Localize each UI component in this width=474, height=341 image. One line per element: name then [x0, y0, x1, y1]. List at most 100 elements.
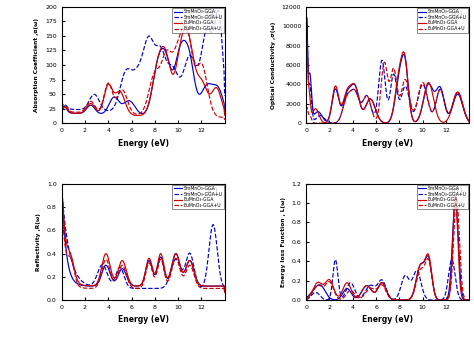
EuMnO₃-GGA	[389, 112, 395, 116]
EuMnO₃-GGA+U	[464, 116, 470, 120]
EuMnO₃-GGA+U	[99, 271, 104, 275]
EuMnO₃-GGA+U	[134, 112, 140, 116]
EuMnO₃-GGA	[360, 107, 365, 111]
EuMnO₃-GGA	[219, 101, 225, 105]
SmMnO₃-GGA	[466, 298, 472, 302]
EuMnO₃-GGA+U	[222, 118, 228, 122]
EuMnO₃-GGA	[303, 297, 309, 301]
EuMnO₃-GGA	[134, 114, 140, 118]
SmMnO₃-GGA+U	[98, 103, 104, 107]
EuMnO₃-GGA	[191, 59, 197, 63]
SmMnO₃-GGA+U	[145, 286, 150, 291]
EuMnO₃-GGA	[134, 284, 140, 288]
Line: SmMnO₃-GGA: SmMnO₃-GGA	[62, 193, 225, 292]
SmMnO₃-GGA+U	[436, 298, 441, 302]
EuMnO₃-GGA+U	[115, 272, 121, 277]
EuMnO₃-GGA+U	[219, 286, 225, 291]
SmMnO₃-GGA+U	[222, 94, 228, 98]
SmMnO₃-GGA	[303, 68, 309, 72]
Text: (d): (d)	[450, 187, 463, 196]
X-axis label: Energy (eV): Energy (eV)	[118, 138, 169, 148]
Y-axis label: Optical Conductivity ,σ(ω): Optical Conductivity ,σ(ω)	[271, 21, 276, 109]
SmMnO₃-GGA	[304, 15, 310, 19]
EuMnO₃-GGA	[115, 90, 121, 94]
SmMnO₃-GGA	[343, 287, 348, 291]
EuMnO₃-GGA+U	[379, 78, 384, 82]
Y-axis label: Energy loss Function , L(ω): Energy loss Function , L(ω)	[281, 197, 286, 287]
SmMnO₃-GGA	[436, 85, 442, 89]
EuMnO₃-GGA	[453, 194, 458, 198]
SmMnO₃-GGA	[59, 114, 64, 118]
SmMnO₃-GGA+U	[449, 257, 455, 262]
EuMnO₃-GGA+U	[145, 264, 150, 268]
SmMnO₃-GGA+U	[389, 297, 394, 301]
EuMnO₃-GGA	[59, 115, 64, 119]
SmMnO₃-GGA	[134, 284, 140, 288]
EuMnO₃-GGA+U	[436, 89, 442, 93]
EuMnO₃-GGA	[182, 27, 188, 31]
SmMnO₃-GGA+U	[303, 71, 309, 75]
Line: SmMnO₃-GGA: SmMnO₃-GGA	[62, 40, 225, 116]
SmMnO₃-GGA+U	[389, 77, 395, 81]
EuMnO₃-GGA	[145, 260, 150, 264]
EuMnO₃-GGA+U	[303, 114, 309, 118]
EuMnO₃-GGA	[436, 298, 441, 302]
SmMnO₃-GGA	[389, 113, 395, 117]
SmMnO₃-GGA+U	[134, 286, 140, 291]
X-axis label: Energy (eV): Energy (eV)	[118, 315, 169, 325]
SmMnO₃-GGA+U	[219, 281, 225, 285]
EuMnO₃-GGA	[464, 116, 470, 120]
SmMnO₃-GGA+U	[134, 65, 140, 69]
EuMnO₃-GGA+U	[436, 298, 441, 302]
EuMnO₃-GGA+U	[466, 298, 472, 302]
Line: SmMnO₃-GGA+U: SmMnO₃-GGA+U	[62, 196, 225, 292]
SmMnO₃-GGA+U	[343, 95, 349, 100]
Line: EuMnO₃-GGA+U: EuMnO₃-GGA+U	[306, 199, 469, 300]
Line: SmMnO₃-GGA: SmMnO₃-GGA	[306, 199, 469, 300]
EuMnO₃-GGA	[144, 106, 150, 110]
Text: (b): (b)	[450, 10, 463, 19]
SmMnO₃-GGA+U	[464, 298, 470, 302]
EuMnO₃-GGA+U	[59, 209, 65, 213]
SmMnO₃-GGA	[466, 120, 472, 124]
SmMnO₃-GGA	[59, 241, 64, 246]
EuMnO₃-GGA	[360, 288, 365, 292]
EuMnO₃-GGA+U	[454, 197, 459, 201]
SmMnO₃-GGA	[222, 110, 228, 114]
EuMnO₃-GGA	[99, 267, 104, 271]
SmMnO₃-GGA	[115, 98, 121, 102]
EuMnO₃-GGA	[304, 38, 310, 42]
EuMnO₃-GGA	[379, 119, 384, 123]
SmMnO₃-GGA	[436, 298, 441, 302]
Line: SmMnO₃-GGA+U: SmMnO₃-GGA+U	[62, 10, 225, 114]
SmMnO₃-GGA	[191, 75, 197, 79]
SmMnO₃-GGA+U	[466, 120, 472, 124]
SmMnO₃-GGA	[219, 284, 225, 288]
SmMnO₃-GGA	[59, 191, 65, 195]
SmMnO₃-GGA	[453, 197, 458, 201]
EuMnO₃-GGA	[115, 269, 121, 273]
EuMnO₃-GGA+U	[379, 283, 384, 287]
EuMnO₃-GGA	[464, 298, 470, 302]
EuMnO₃-GGA+U	[134, 286, 140, 291]
Line: EuMnO₃-GGA+U: EuMnO₃-GGA+U	[306, 62, 469, 123]
EuMnO₃-GGA+U	[398, 298, 404, 302]
EuMnO₃-GGA+U	[59, 251, 64, 255]
EuMnO₃-GGA	[222, 113, 228, 117]
SmMnO₃-GGA+U	[99, 263, 104, 267]
Legend: SmMnO₃-GGA, SmMnO₃-GGA+U, EuMnO₃-GGA, EuMnO₃-GGA+U: SmMnO₃-GGA, SmMnO₃-GGA+U, EuMnO₃-GGA, Eu…	[417, 184, 468, 209]
SmMnO₃-GGA+U	[304, 22, 310, 26]
Legend: SmMnO₃-GGA, SmMnO₃-GGA+U, EuMnO₃-GGA, EuMnO₃-GGA+U: SmMnO₃-GGA, SmMnO₃-GGA+U, EuMnO₃-GGA, Eu…	[172, 8, 224, 32]
SmMnO₃-GGA+U	[59, 244, 64, 248]
SmMnO₃-GGA	[98, 112, 104, 116]
EuMnO₃-GGA+U	[318, 121, 323, 125]
Y-axis label: Reflectivity ,R(ω): Reflectivity ,R(ω)	[36, 213, 41, 271]
EuMnO₃-GGA	[466, 298, 472, 302]
EuMnO₃-GGA+U	[343, 96, 349, 100]
EuMnO₃-GGA	[191, 269, 197, 273]
EuMnO₃-GGA+U	[115, 93, 121, 98]
SmMnO₃-GGA+U	[219, 45, 225, 49]
SmMnO₃-GGA+U	[303, 298, 309, 302]
EuMnO₃-GGA+U	[191, 61, 197, 65]
Line: EuMnO₃-GGA: EuMnO₃-GGA	[62, 29, 225, 117]
